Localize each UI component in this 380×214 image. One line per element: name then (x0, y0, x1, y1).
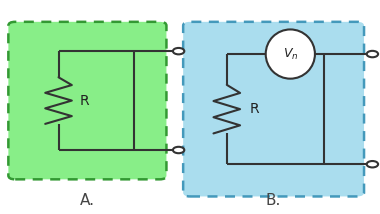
Text: R: R (79, 94, 89, 108)
FancyBboxPatch shape (8, 22, 166, 179)
Circle shape (173, 147, 184, 153)
FancyBboxPatch shape (183, 22, 364, 196)
Circle shape (173, 48, 184, 54)
Text: A.: A. (80, 193, 95, 208)
Text: B.: B. (266, 193, 281, 208)
Circle shape (367, 161, 378, 167)
Ellipse shape (266, 30, 315, 79)
Text: R: R (250, 102, 259, 116)
Circle shape (367, 51, 378, 57)
Text: $V_n$: $V_n$ (283, 46, 298, 62)
